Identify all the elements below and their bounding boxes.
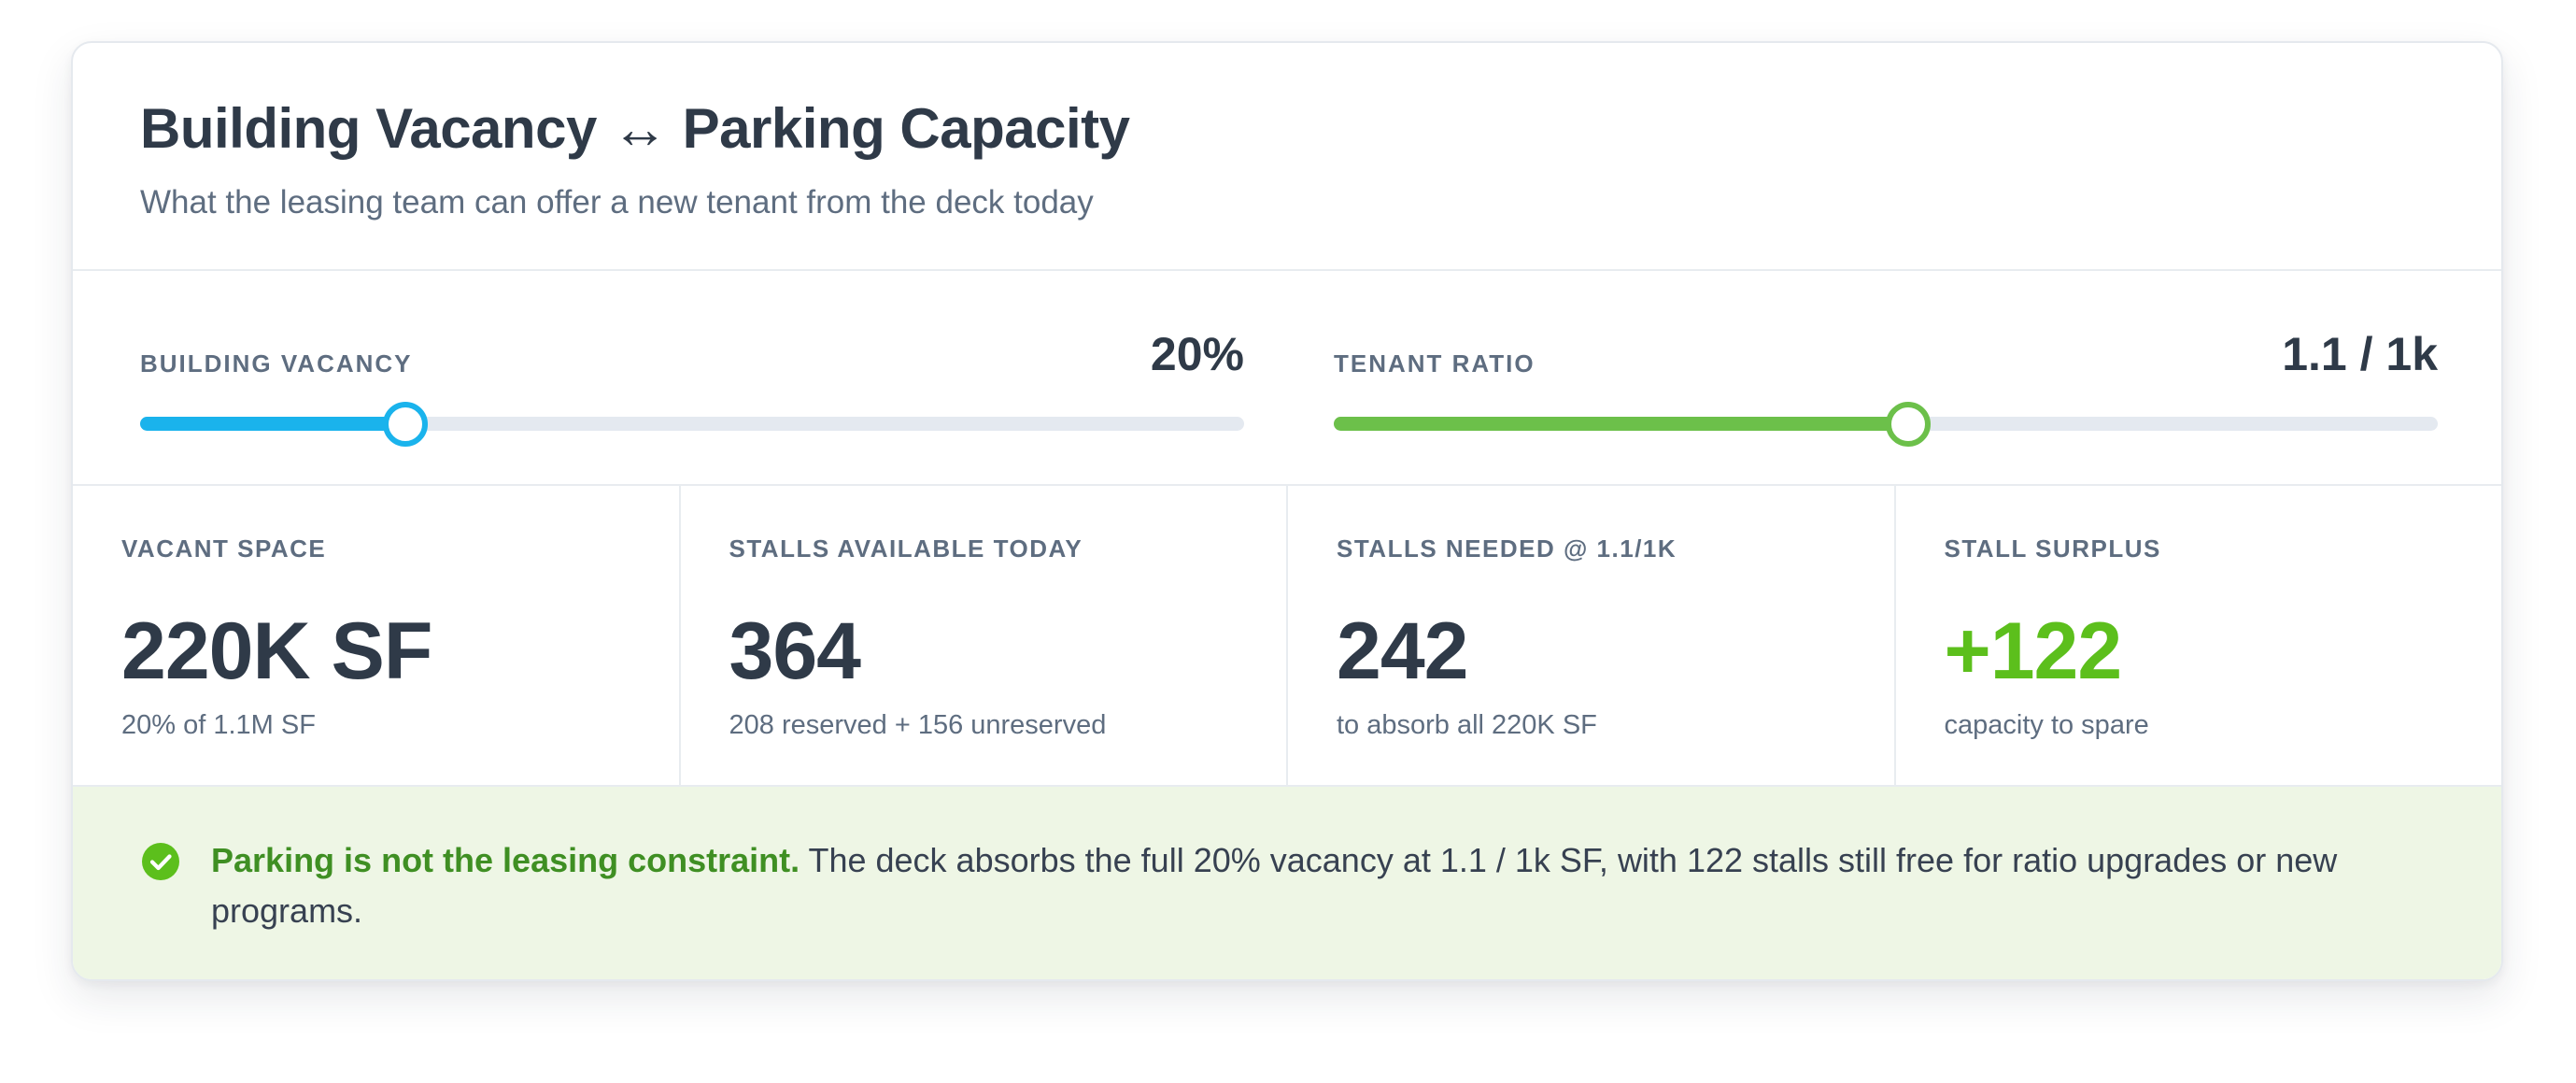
metric-value: 364 <box>729 606 861 696</box>
ratio-slider-fill <box>1334 417 1908 431</box>
card-header: Building Vacancy ↔ Parking Capacity What… <box>73 43 2501 271</box>
metric-label: STALL SURPLUS <box>1944 534 2161 563</box>
ratio-slider-label: TENANT RATIO <box>1334 349 1536 378</box>
metric-note: capacity to spare <box>1944 710 2149 740</box>
vacancy-parking-card: Building Vacancy ↔ Parking Capacity What… <box>71 41 2503 981</box>
vacancy-slider-label: BUILDING VACANCY <box>140 349 413 378</box>
callout-headline: Parking is not the leasing constraint. <box>211 841 800 879</box>
metric-vacant-space: VACANT SPACE 220K SF 20% of 1.1M SF <box>73 486 681 785</box>
metric-value: 242 <box>1337 606 1468 696</box>
metric-stalls-available: STALLS AVAILABLE TODAY 364 208 reserved … <box>681 486 1288 785</box>
slider-row: BUILDING VACANCY 20% TENANT RATIO 1.1 / … <box>73 271 2501 486</box>
metric-label: STALLS NEEDED @ 1.1/1K <box>1337 534 1677 563</box>
ratio-slider-block: TENANT RATIO 1.1 / 1k <box>1334 271 2438 484</box>
vacancy-slider-fill <box>140 417 405 431</box>
metric-note: to absorb all 220K SF <box>1337 710 1597 740</box>
vacancy-slider-thumb[interactable] <box>382 401 428 447</box>
metric-value: +122 <box>1944 606 2123 696</box>
vacancy-slider-value: 20% <box>1150 328 1244 380</box>
metric-note: 208 reserved + 156 unreserved <box>729 710 1107 740</box>
metric-label: VACANT SPACE <box>121 534 327 563</box>
page-subtitle: What the leasing team can offer a new te… <box>140 184 1094 221</box>
page-title: Building Vacancy ↔ Parking Capacity <box>140 97 1130 160</box>
status-callout: Parking is not the leasing constraint. T… <box>73 787 2501 979</box>
vacancy-slider-block: BUILDING VACANCY 20% <box>140 271 1244 484</box>
metric-note: 20% of 1.1M SF <box>121 710 316 740</box>
metric-stalls-needed: STALLS NEEDED @ 1.1/1K 242 to absorb all… <box>1288 486 1896 785</box>
metric-value: 220K SF <box>121 606 432 696</box>
ratio-slider-value: 1.1 / 1k <box>2282 328 2438 380</box>
callout-body: The deck absorbs the full 20% vacancy at… <box>211 841 2338 930</box>
metrics-row: VACANT SPACE 220K SF 20% of 1.1M SF STAL… <box>73 486 2501 787</box>
check-circle-icon <box>142 843 179 880</box>
ratio-slider-track[interactable] <box>1334 401 2438 447</box>
vacancy-slider-track[interactable] <box>140 401 1244 447</box>
metric-stall-surplus: STALL SURPLUS +122 capacity to spare <box>1896 486 2502 785</box>
metric-label: STALLS AVAILABLE TODAY <box>729 534 1083 563</box>
ratio-slider-thumb[interactable] <box>1885 401 1931 447</box>
